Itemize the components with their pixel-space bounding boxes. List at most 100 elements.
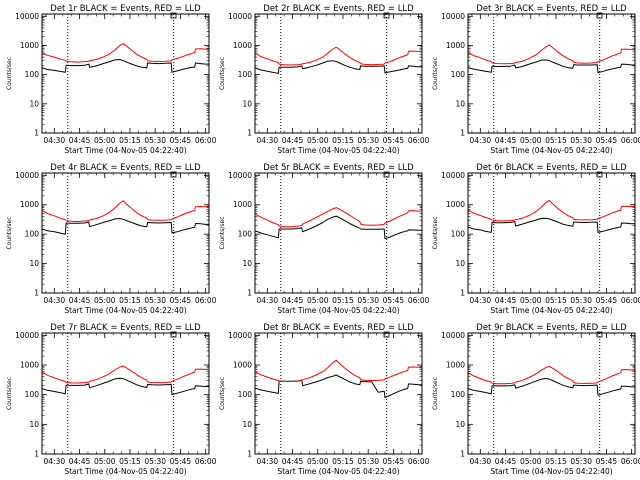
y-tick-label: 1 — [247, 129, 252, 138]
x-tick-label: 05:00 — [94, 136, 116, 145]
x-tick-label: 05:45 — [596, 457, 618, 466]
x-tick-label: 05:15 — [119, 457, 141, 466]
panel-title: Det 2r BLACK = Events, RED = LLD — [263, 4, 414, 14]
y-axis-label: Counts/sec — [432, 377, 439, 410]
panel-1: 1 10 100 1000 10000 04:30 04:45 05:00 05:15 05:30… — [6, 4, 217, 155]
y-tick-label: 100 — [25, 390, 40, 399]
panel-7: 1 10 100 1000 10000 04:30 04:45 05:00 05:15 05:30… — [6, 323, 217, 476]
y-tick-label: 10 — [455, 99, 465, 108]
x-tick-label: 05:00 — [520, 457, 542, 466]
x-tick-label: 05:00 — [94, 296, 116, 305]
x-tick-label: 05:30 — [144, 457, 166, 466]
plot-frame — [254, 332, 423, 455]
x-tick-label: 05:00 — [307, 136, 329, 145]
x-tick-label: 05:45 — [383, 296, 405, 305]
flag-marker — [170, 331, 177, 338]
x-tick-label: 06:00 — [621, 457, 640, 466]
y-tick-label: 1 — [34, 450, 39, 459]
y-tick-label: 100 — [25, 230, 40, 239]
y-tick-label: 1 — [460, 289, 465, 298]
series-lld-line — [41, 365, 210, 384]
y-tick-label: 1000 — [20, 361, 39, 370]
y-tick-label: 10000 — [441, 331, 465, 340]
x-tick-label: 05:45 — [170, 136, 192, 145]
x-tick-label: 04:30 — [44, 457, 66, 466]
y-tick-label: 1000 — [233, 361, 252, 370]
x-tick-label: 05:15 — [119, 136, 141, 145]
plot-frame — [467, 332, 636, 455]
series-events-line — [41, 218, 209, 235]
panel-title: Det 6r BLACK = Events, RED = LLD — [476, 163, 627, 173]
x-tick-label: 05:15 — [545, 296, 567, 305]
panel-3: 1 10 100 1000 10000 04:30 04:45 05:00 05:15 05:30… — [432, 4, 640, 155]
y-axis-label: Counts/sec — [432, 216, 439, 249]
x-tick-label: 05:30 — [144, 136, 166, 145]
x-tick-label: 04:30 — [470, 296, 492, 305]
x-axis-label: Start Time (04-Nov-05 04:22:40) — [64, 306, 186, 315]
x-tick-label: 05:30 — [144, 296, 166, 305]
x-tick-label: 04:45 — [495, 136, 517, 145]
y-tick-label: 10000 — [15, 331, 39, 340]
x-tick-label: 06:00 — [408, 457, 430, 466]
series-events-line — [467, 59, 635, 74]
y-tick-label: 10 — [29, 99, 39, 108]
x-tick-label: 05:15 — [545, 457, 567, 466]
x-tick-label: 06:00 — [621, 136, 640, 145]
x-tick-label: 06:00 — [621, 296, 640, 305]
flag-marker — [596, 171, 603, 178]
plot-frame — [41, 172, 210, 294]
x-tick-label: 05:30 — [570, 457, 592, 466]
y-tick-label: 1 — [460, 450, 465, 459]
panel-2: 1 10 100 1000 10000 04:30 04:45 05:00 05:15 05:30… — [219, 4, 430, 155]
x-tick-label: 05:15 — [119, 296, 141, 305]
x-tick-label: 06:00 — [408, 136, 430, 145]
y-tick-label: 1000 — [233, 41, 252, 50]
plot-frame — [41, 13, 210, 134]
y-tick-label: 100 — [25, 70, 40, 79]
panel-title: Det 8r BLACK = Events, RED = LLD — [263, 323, 414, 333]
x-tick-label: 04:30 — [470, 457, 492, 466]
panel-title: Det 7r BLACK = Events, RED = LLD — [50, 323, 201, 333]
series-events-line — [254, 215, 422, 240]
x-tick-label: 05:30 — [570, 136, 592, 145]
y-tick-label: 10 — [455, 420, 465, 429]
y-tick-label: 10 — [242, 99, 252, 108]
x-tick-label: 05:00 — [520, 136, 542, 145]
x-tick-label: 06:00 — [195, 296, 217, 305]
x-axis-label: Start Time (04-Nov-05 04:22:40) — [277, 146, 399, 155]
y-tick-label: 1000 — [20, 41, 39, 50]
y-axis-label: Counts/sec — [6, 377, 13, 410]
y-tick-label: 1000 — [446, 41, 465, 50]
y-tick-label: 10000 — [441, 171, 465, 180]
series-events-line — [41, 59, 209, 73]
panel-8: 1 10 100 1000 10000 04:30 04:45 05:00 05:15 05:30… — [219, 323, 430, 476]
panel-title: Det 5r BLACK = Events, RED = LLD — [263, 163, 414, 173]
y-tick-label: 10 — [242, 420, 252, 429]
x-tick-label: 04:45 — [495, 457, 517, 466]
x-axis-label: Start Time (04-Nov-05 04:22:40) — [64, 146, 186, 155]
y-tick-label: 1 — [34, 129, 39, 138]
x-tick-label: 04:45 — [282, 136, 304, 145]
x-tick-label: 06:00 — [408, 296, 430, 305]
series-events-line — [467, 217, 635, 233]
x-tick-label: 05:30 — [357, 136, 379, 145]
x-tick-label: 06:00 — [195, 457, 217, 466]
series-lld-line — [254, 359, 423, 382]
y-axis-label: Counts/sec — [432, 57, 439, 90]
y-tick-label: 10000 — [228, 12, 252, 21]
series-events-line — [467, 378, 635, 396]
y-tick-label: 10 — [29, 420, 39, 429]
y-tick-label: 100 — [451, 390, 466, 399]
x-axis-label: Start Time (04-Nov-05 04:22:40) — [490, 467, 612, 476]
y-tick-label: 1000 — [446, 200, 465, 209]
y-tick-label: 100 — [238, 390, 253, 399]
panel-4: 1 10 100 1000 10000 04:30 04:45 05:00 05:15 05:30… — [6, 163, 217, 315]
flag-marker — [170, 171, 177, 178]
y-tick-label: 100 — [238, 70, 253, 79]
y-tick-label: 100 — [451, 70, 466, 79]
flag-marker — [596, 12, 603, 19]
panel-title: Det 9r BLACK = Events, RED = LLD — [476, 323, 627, 333]
series-lld-line — [467, 365, 636, 385]
series-lld-line — [254, 46, 423, 66]
